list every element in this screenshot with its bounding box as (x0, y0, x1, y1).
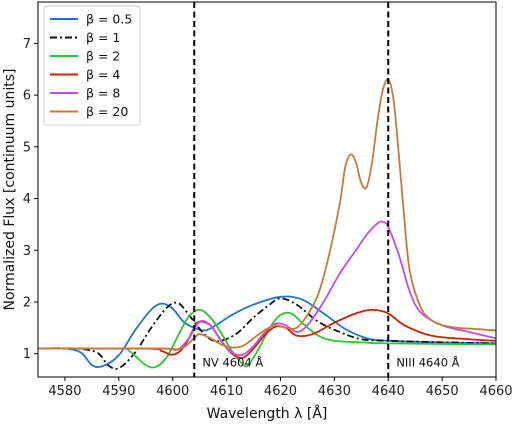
series-line-3 (38, 308, 496, 359)
y-tick-label-2: 3 (23, 244, 31, 259)
x-tick-label-6: 4640 (372, 384, 405, 399)
legend-label-0: β = 0.5 (86, 12, 132, 27)
legend-label-4: β = 8 (86, 86, 120, 101)
y-tick-label-1: 2 (23, 296, 31, 311)
x-tick-label-1: 4590 (102, 384, 135, 399)
x-tick-label-3: 4610 (210, 384, 243, 399)
x-tick-label-4: 4620 (264, 384, 297, 399)
y-tick-label-0: 1 (23, 347, 31, 362)
plot-frame (37, 1, 497, 378)
legend-label-2: β = 2 (86, 49, 120, 64)
y-tick-label-4: 5 (23, 140, 31, 155)
x-axis-label: Wavelength λ [Å] (207, 405, 328, 422)
annotation-1: NIII 4640 Å (396, 355, 459, 370)
series-line-5 (38, 78, 496, 351)
y-tick-label-6: 7 (23, 37, 31, 52)
x-tick-label-5: 4630 (318, 384, 351, 399)
x-tick-label-7: 4650 (426, 384, 459, 399)
x-tick-label-8: 4660 (479, 384, 512, 399)
y-tick-label-5: 6 (23, 89, 31, 104)
y-axis: 1 2 3 4 5 6 7 (23, 37, 38, 362)
x-tick-label-0: 4580 (48, 384, 81, 399)
y-tick-label-3: 4 (23, 192, 31, 207)
x-tick-label-2: 4600 (156, 384, 189, 399)
legend-label-3: β = 4 (86, 67, 120, 82)
annotations: NV 4604 Å NIII 4640 Å (202, 355, 459, 370)
reference-lines (193, 2, 390, 377)
legend: β = 0.5 β = 1 β = 2 β = 4 β = 8 β = 20 (43, 5, 141, 126)
annotation-0: NV 4604 Å (202, 355, 263, 370)
y-axis-label: Normalized Flux [continuum units] (2, 69, 18, 311)
series-line-2 (38, 308, 496, 369)
series-lines (38, 78, 496, 370)
legend-label-5: β = 20 (86, 104, 128, 119)
x-axis: 4580 4590 4600 4610 4620 4630 4640 4650 4660 (48, 377, 513, 399)
series-line-4 (38, 220, 496, 357)
legend-box (43, 5, 141, 126)
legend-label-1: β = 1 (86, 30, 120, 45)
